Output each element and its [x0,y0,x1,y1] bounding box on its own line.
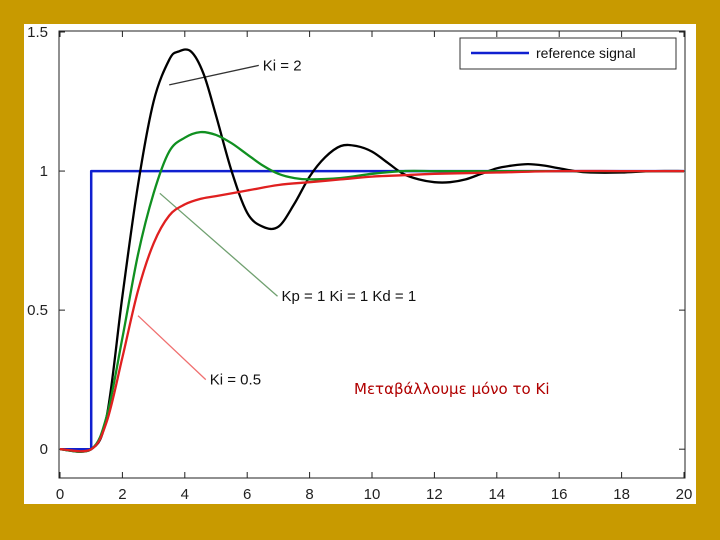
x-tick-labels: 0 2 4 6 8 10 12 14 16 18 20 [56,486,693,503]
annotation-label: Ki = 0.5 [210,372,261,389]
annotation-leaders [137,64,278,381]
y-tick-label: 1.5 [27,24,48,41]
annotation-label: Ki = 2 [263,57,302,74]
legend: reference signal [459,37,677,70]
x-tick-label: 2 [118,486,126,503]
x-tick-label: 0 [56,486,64,503]
x-tick-label: 10 [364,486,381,503]
x-tick-label: 6 [243,486,251,503]
series-line-kp-1-ki-1-kd-1 [59,130,684,453]
x-tick-label: 18 [613,486,630,503]
y-tick-label: 0.5 [27,302,48,319]
x-tick-label: 20 [676,486,693,503]
slide-caption: Μεταβάλλουμε μόνο το Ki [354,380,549,398]
series-lines [59,48,685,453]
x-tick-label: 4 [181,486,189,503]
annotation-labels: Ki = 2 Kp = 1 Ki = 1 Kd = 1 Ki = 0.5 [210,57,416,388]
x-tick-label: 12 [426,486,443,503]
legend-box [459,37,677,70]
x-tick-label: 14 [488,486,505,503]
y-tick-labels: 0 0.5 1 1.5 [27,24,48,458]
annotation-label: Kp = 1 Ki = 1 Kd = 1 [282,288,417,305]
annotation-leader-line [137,315,207,381]
step-response-chart: 0 2 4 6 8 10 12 14 16 18 20 0 0.5 1 1.5 Ki = 2 Kp = 1 … [27,24,693,503]
y-tick-label: 1 [40,163,48,180]
annotation-leader-line [169,64,259,86]
series-line-ki-2 [59,48,685,453]
x-tick-label: 8 [305,486,313,503]
series-line-ki-0-5 [59,169,684,453]
y-tick-label: 0 [40,441,48,458]
axes-frame [58,30,686,479]
x-tick-label: 16 [551,486,568,503]
figure-panel: 0 2 4 6 8 10 12 14 16 18 20 0 0.5 1 1.5 Ki = 2 Kp = 1 … [24,24,696,504]
annotation-leader-line [159,192,278,297]
legend-entry-reference-signal: reference signal [536,45,636,61]
